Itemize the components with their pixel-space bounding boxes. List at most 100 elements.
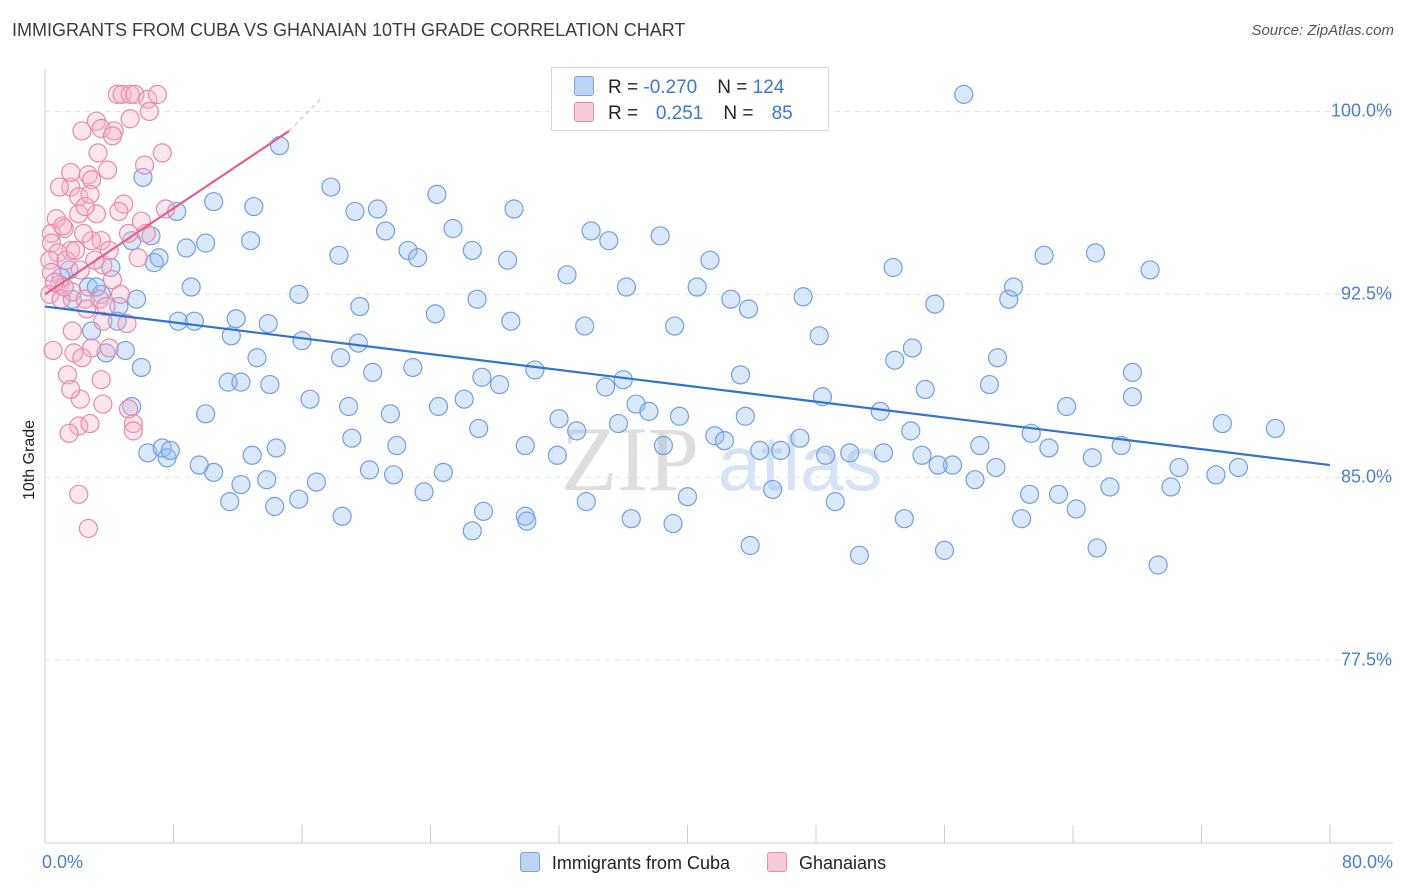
data-point: [669, 406, 690, 426]
data-point: [1056, 396, 1077, 417]
data-point: [883, 257, 903, 278]
data-point: [735, 406, 755, 426]
data-point: [999, 289, 1019, 309]
data-point: [987, 348, 1008, 368]
data-point: [133, 167, 153, 187]
stats-row-cuba: R = -0.270 N = 124: [574, 76, 784, 100]
data-point: [454, 389, 474, 409]
trend-line-1: [44, 130, 290, 296]
data-point: [1100, 477, 1120, 497]
data-point: [231, 474, 251, 495]
data-point: [1039, 438, 1059, 458]
data-point: [88, 143, 108, 163]
y-tick-label: 100.0%: [1330, 100, 1392, 121]
data-point: [123, 421, 143, 441]
data-point: [705, 426, 725, 446]
data-point: [289, 489, 309, 509]
data-point: [91, 231, 111, 251]
legend-swatch-cuba: [519, 852, 540, 872]
data-point: [965, 470, 985, 490]
data-point: [1003, 277, 1024, 297]
data-point: [639, 401, 659, 421]
data-point: [363, 362, 383, 382]
data-point: [69, 416, 89, 436]
data-point: [387, 435, 407, 456]
data-point: [1082, 448, 1102, 468]
data-point: [59, 423, 79, 443]
data-point: [247, 348, 267, 368]
data-point: [730, 365, 751, 385]
data-point: [912, 445, 932, 465]
data-point: [517, 511, 537, 531]
data-point: [109, 201, 129, 222]
data-point: [408, 248, 428, 268]
data-point: [75, 289, 95, 309]
n-value-ghana: 85: [771, 103, 793, 124]
data-point: [398, 240, 418, 261]
data-point: [49, 177, 70, 197]
data-point: [1140, 260, 1160, 280]
data-point: [204, 192, 224, 212]
data-point: [176, 238, 196, 258]
data-point: [120, 109, 140, 129]
data-point: [244, 196, 264, 217]
data-point: [139, 101, 160, 122]
n-value-cuba: 124: [752, 77, 785, 98]
data-point: [160, 440, 180, 461]
data-point: [428, 396, 449, 417]
data-point: [81, 170, 102, 190]
data-point: [894, 509, 914, 529]
data-point: [427, 184, 447, 204]
data-point: [289, 284, 309, 304]
data-point: [269, 135, 290, 156]
data-point: [292, 331, 312, 351]
data-point: [102, 126, 123, 146]
data-point: [152, 143, 172, 163]
data-point: [101, 257, 121, 278]
data-point: [266, 438, 286, 458]
data-point: [663, 513, 683, 534]
data-point: [120, 84, 140, 104]
data-point: [241, 231, 261, 251]
data-point: [469, 418, 489, 439]
data-point: [61, 162, 81, 183]
data-point: [93, 394, 113, 414]
data-point: [687, 277, 707, 297]
data-point: [380, 404, 400, 424]
data-point: [443, 218, 463, 239]
data-point: [65, 240, 86, 261]
data-point: [721, 289, 741, 309]
data-point: [184, 311, 204, 331]
data-point: [375, 221, 396, 241]
data-point: [433, 462, 453, 482]
data-point: [740, 535, 760, 556]
data-point: [677, 487, 698, 507]
data-point: [115, 340, 135, 361]
data-point: [231, 372, 251, 392]
data-point: [61, 177, 81, 197]
data-point: [793, 287, 813, 307]
legend-label-cuba: Immigrants from Cuba: [551, 853, 730, 873]
legend-item-cuba[interactable]: Immigrants from Cuba: [519, 852, 730, 874]
data-point: [220, 492, 240, 512]
data-point: [329, 245, 349, 265]
data-point: [96, 296, 116, 317]
data-point: [621, 509, 641, 529]
data-point: [1169, 457, 1189, 478]
data-point: [771, 440, 791, 461]
data-point: [928, 455, 948, 475]
trend-lines: [44, 96, 1331, 467]
data-point: [525, 360, 545, 380]
data-point: [345, 201, 365, 222]
data-point: [196, 233, 216, 253]
data-point: [102, 270, 123, 290]
data-point: [714, 431, 735, 451]
data-point: [41, 233, 62, 253]
data-point: [40, 250, 60, 270]
legend-item-ghana[interactable]: Ghanaians: [767, 852, 886, 874]
data-point: [576, 492, 596, 512]
data-point: [110, 284, 131, 304]
data-point: [986, 457, 1006, 478]
legend-label-ghana: Ghanaians: [799, 853, 887, 873]
data-point: [350, 296, 370, 317]
